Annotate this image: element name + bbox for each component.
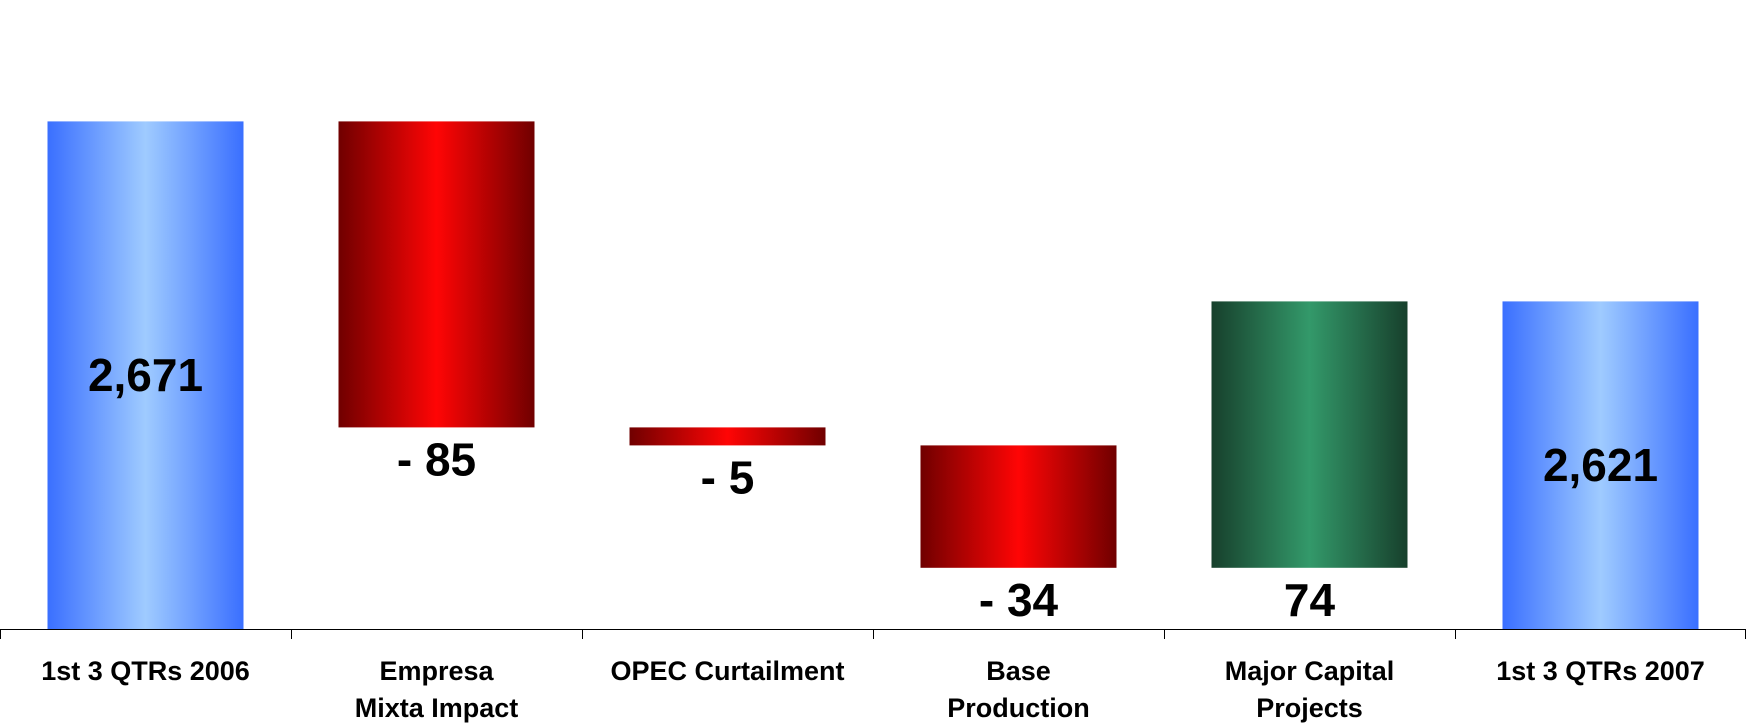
bar-increase bbox=[1211, 301, 1408, 568]
category-label: Empresa bbox=[379, 656, 494, 686]
category-label: Major Capital bbox=[1225, 656, 1395, 686]
data-label: 2,621 bbox=[1543, 439, 1658, 491]
category-label: Base bbox=[986, 656, 1051, 686]
data-label: - 5 bbox=[701, 451, 755, 503]
category-label: Production bbox=[947, 693, 1090, 723]
data-label: 2,671 bbox=[88, 349, 203, 401]
bar-decrease bbox=[629, 427, 826, 446]
category-label: Mixta Impact bbox=[355, 693, 519, 723]
data-label: - 85 bbox=[397, 433, 476, 485]
bar-decrease bbox=[338, 121, 535, 428]
category-label: 1st 3 QTRs 2006 bbox=[41, 656, 250, 686]
bar-decrease bbox=[920, 445, 1117, 568]
category-label: OPEC Curtailment bbox=[610, 656, 844, 686]
data-label: 74 bbox=[1284, 574, 1336, 626]
category-label: Projects bbox=[1256, 693, 1363, 723]
data-label: - 34 bbox=[979, 574, 1059, 626]
bar-total bbox=[47, 121, 244, 630]
bar-total bbox=[1502, 301, 1699, 629]
category-label: 1st 3 QTRs 2007 bbox=[1496, 656, 1705, 686]
